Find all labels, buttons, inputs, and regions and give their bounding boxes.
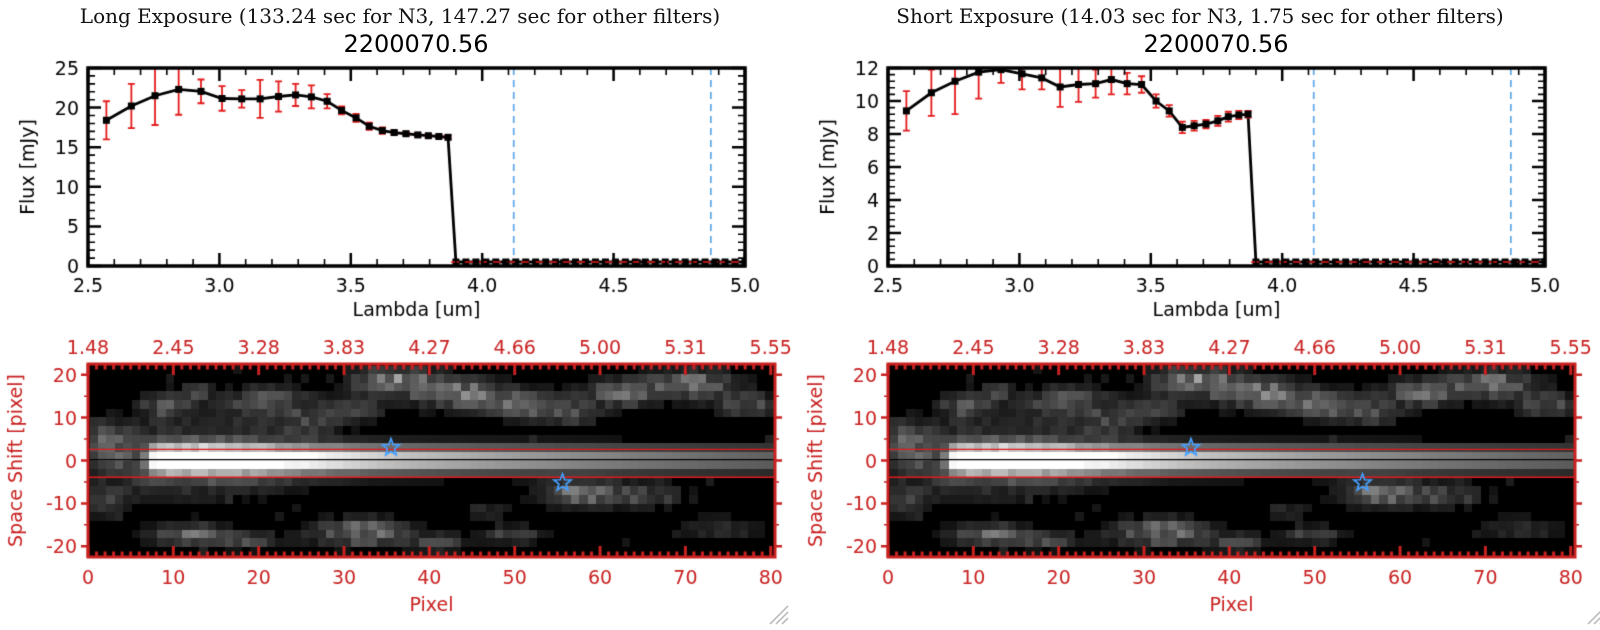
long-exposure-object-id: 2200070.56 xyxy=(343,30,489,58)
long-exposure-window: Long Exposure (133.24 sec for N3, 147.27… xyxy=(0,4,800,630)
long-exposure-title: Long Exposure (133.24 sec for N3, 147.27… xyxy=(79,4,721,28)
short-exposure-object-id: 2200070.56 xyxy=(1143,30,1289,58)
short-exposure-plot-canvas xyxy=(800,60,1600,630)
long-exposure-plot-canvas xyxy=(0,60,800,630)
short-exposure-window: Short Exposure (14.03 sec for N3, 1.75 s… xyxy=(800,0,1600,630)
resize-grip-icon[interactable] xyxy=(764,600,790,626)
resize-grip-icon[interactable] xyxy=(1582,600,1600,626)
short-exposure-title: Short Exposure (14.03 sec for N3, 1.75 s… xyxy=(896,4,1504,28)
